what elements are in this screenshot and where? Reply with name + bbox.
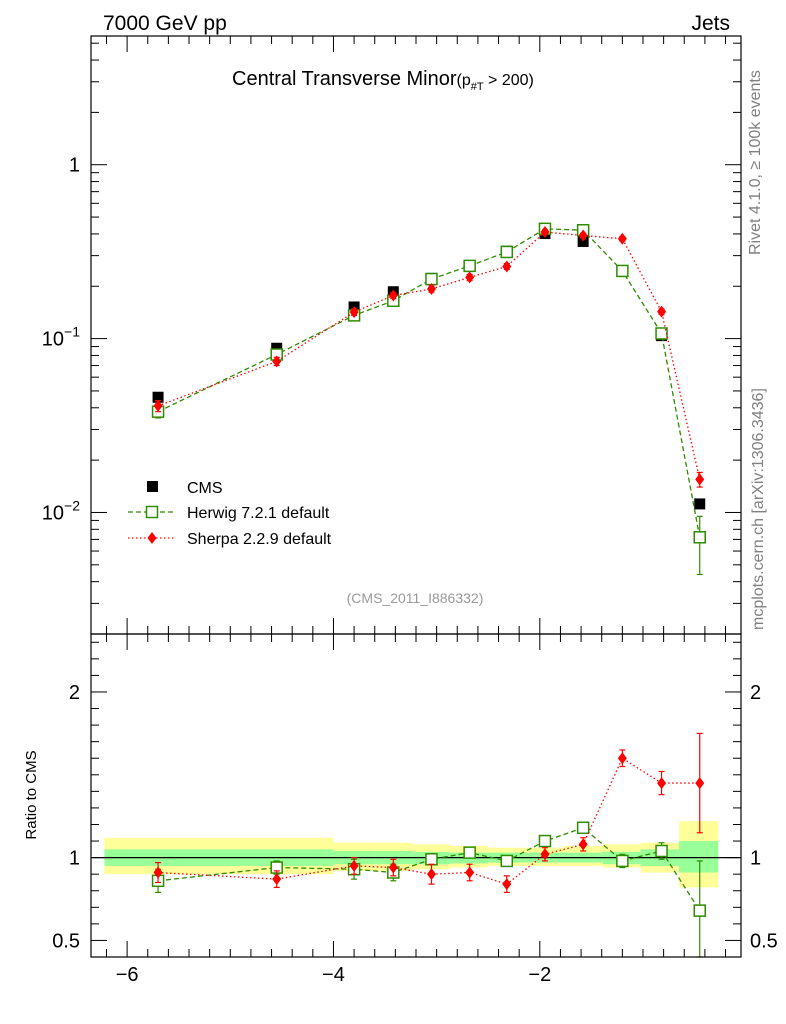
energy-label: 7000 GeV pp — [103, 12, 227, 35]
reference-label: (CMS_2011_I886332) — [347, 590, 484, 606]
ratio-point-herwig — [576, 821, 590, 835]
ratio-point-sherpa — [617, 752, 627, 765]
ratio-point-sherpa — [153, 866, 163, 879]
ratio-point-herwig — [463, 846, 476, 859]
ratio-point-sherpa — [272, 873, 282, 886]
ratio-point-sherpa — [349, 859, 359, 872]
main-ytick-label: 10−2 — [42, 497, 80, 524]
main-ytick-label-base: 10 — [42, 329, 64, 351]
main-point-sherpa — [657, 305, 667, 318]
main-title-cut: (p — [457, 72, 471, 89]
category-label: Jets — [691, 12, 730, 35]
main-title-cut-sub: #T — [471, 81, 484, 93]
legend: CMS Herwig 7.2.1 default Sherpa 2.2.9 de… — [128, 480, 332, 548]
ratio-point-sherpa — [388, 861, 398, 874]
legend-marker-herwig — [145, 505, 159, 519]
main-point-sherpa — [349, 306, 359, 319]
main-point-sherpa — [695, 473, 705, 486]
ratio-point-sherpa — [657, 777, 667, 790]
legend-label-herwig: Herwig 7.2.1 default — [187, 505, 330, 522]
main-title-cut-tail: > 200) — [484, 72, 534, 89]
main-line-1 — [157, 228, 701, 538]
ratio-ytick-label-left: 1 — [69, 848, 80, 870]
ratio-ytick-label-right: 0.5 — [750, 930, 778, 952]
ratio-ylabel: Ratio to CMS — [23, 750, 40, 839]
rivet-version-label: Rivet 4.1.0, ≥ 100k events — [747, 70, 764, 255]
main-point-sherpa — [502, 260, 512, 273]
main-point-sherpa — [465, 271, 475, 284]
legend-label-sherpa: Sherpa 2.2.9 default — [187, 531, 332, 548]
main-title: Central Transverse Minor(p#T > 200) — [232, 68, 534, 93]
main-point-herwig — [463, 259, 476, 273]
main-point-cms — [577, 235, 589, 247]
main-point-herwig — [616, 264, 629, 278]
ratio-frame — [90, 633, 742, 958]
legend-marker-sherpa — [147, 532, 157, 544]
ratio-point-herwig — [616, 854, 629, 868]
main-point-herwig — [500, 245, 514, 259]
main-ytick-label: 1 — [69, 155, 80, 177]
main-ytick-label-exp: −1 — [64, 324, 80, 340]
main-point-sherpa — [388, 289, 398, 302]
mcplots-site-label: mcplots.cern.ch [arXiv:1306.3436] — [750, 388, 767, 630]
main-ytick-label-base: 10 — [42, 502, 64, 524]
ratio-point-sherpa — [426, 868, 436, 881]
main-line-2 — [157, 231, 701, 480]
main-point-sherpa — [617, 232, 627, 245]
ratio-ytick-label-right: 1 — [750, 848, 761, 870]
ratio-point-sherpa — [578, 838, 588, 851]
main-point-cms — [694, 498, 706, 510]
main-point-cms — [152, 391, 164, 403]
main-ytick-label: 10−1 — [42, 324, 80, 351]
ratio-point-sherpa — [502, 878, 512, 891]
main-point-herwig — [425, 272, 438, 286]
ratio-ytick-label-left: 0.5 — [52, 930, 80, 952]
main-point-sherpa — [153, 399, 163, 412]
main-point-cms — [271, 342, 283, 354]
ratio-xtick-label: −2 — [528, 964, 551, 986]
ratio-point-herwig — [655, 844, 668, 858]
ratio-panel: 2 2 1 1 0.5 0.5 −6 −4 −2 — [52, 634, 778, 986]
ratio-band-stat — [679, 841, 719, 873]
ratio-point-sherpa — [465, 866, 475, 879]
ratio-point-herwig — [500, 854, 514, 868]
main-ytick-label-exp: −2 — [64, 497, 80, 513]
main-point-sherpa — [540, 226, 550, 239]
ratio-xtick-label: −4 — [322, 964, 345, 986]
main-ytick-label-base: 1 — [69, 155, 80, 177]
ratio-point-sherpa — [540, 848, 550, 861]
ratio-point-sherpa — [695, 777, 705, 790]
ratio-point-herwig — [538, 834, 552, 848]
ratio-point-herwig — [425, 853, 438, 866]
ratio-xtick-label: −6 — [116, 964, 139, 986]
main-point-sherpa — [578, 229, 588, 242]
ratio-ytick-label-left: 2 — [69, 682, 80, 704]
main-point-herwig — [693, 531, 706, 544]
main-title-text: Central Transverse Minor — [232, 68, 457, 90]
main-point-sherpa — [426, 282, 436, 295]
legend-label-cms: CMS — [187, 480, 223, 497]
main-point-sherpa — [272, 355, 282, 368]
ratio-line-1 — [158, 757, 700, 885]
legend-marker-cms — [147, 481, 158, 492]
ratio-point-herwig — [693, 904, 706, 917]
main-panel: 110−110−2 — [42, 36, 741, 635]
ratio-ytick-label-right: 2 — [750, 682, 761, 704]
